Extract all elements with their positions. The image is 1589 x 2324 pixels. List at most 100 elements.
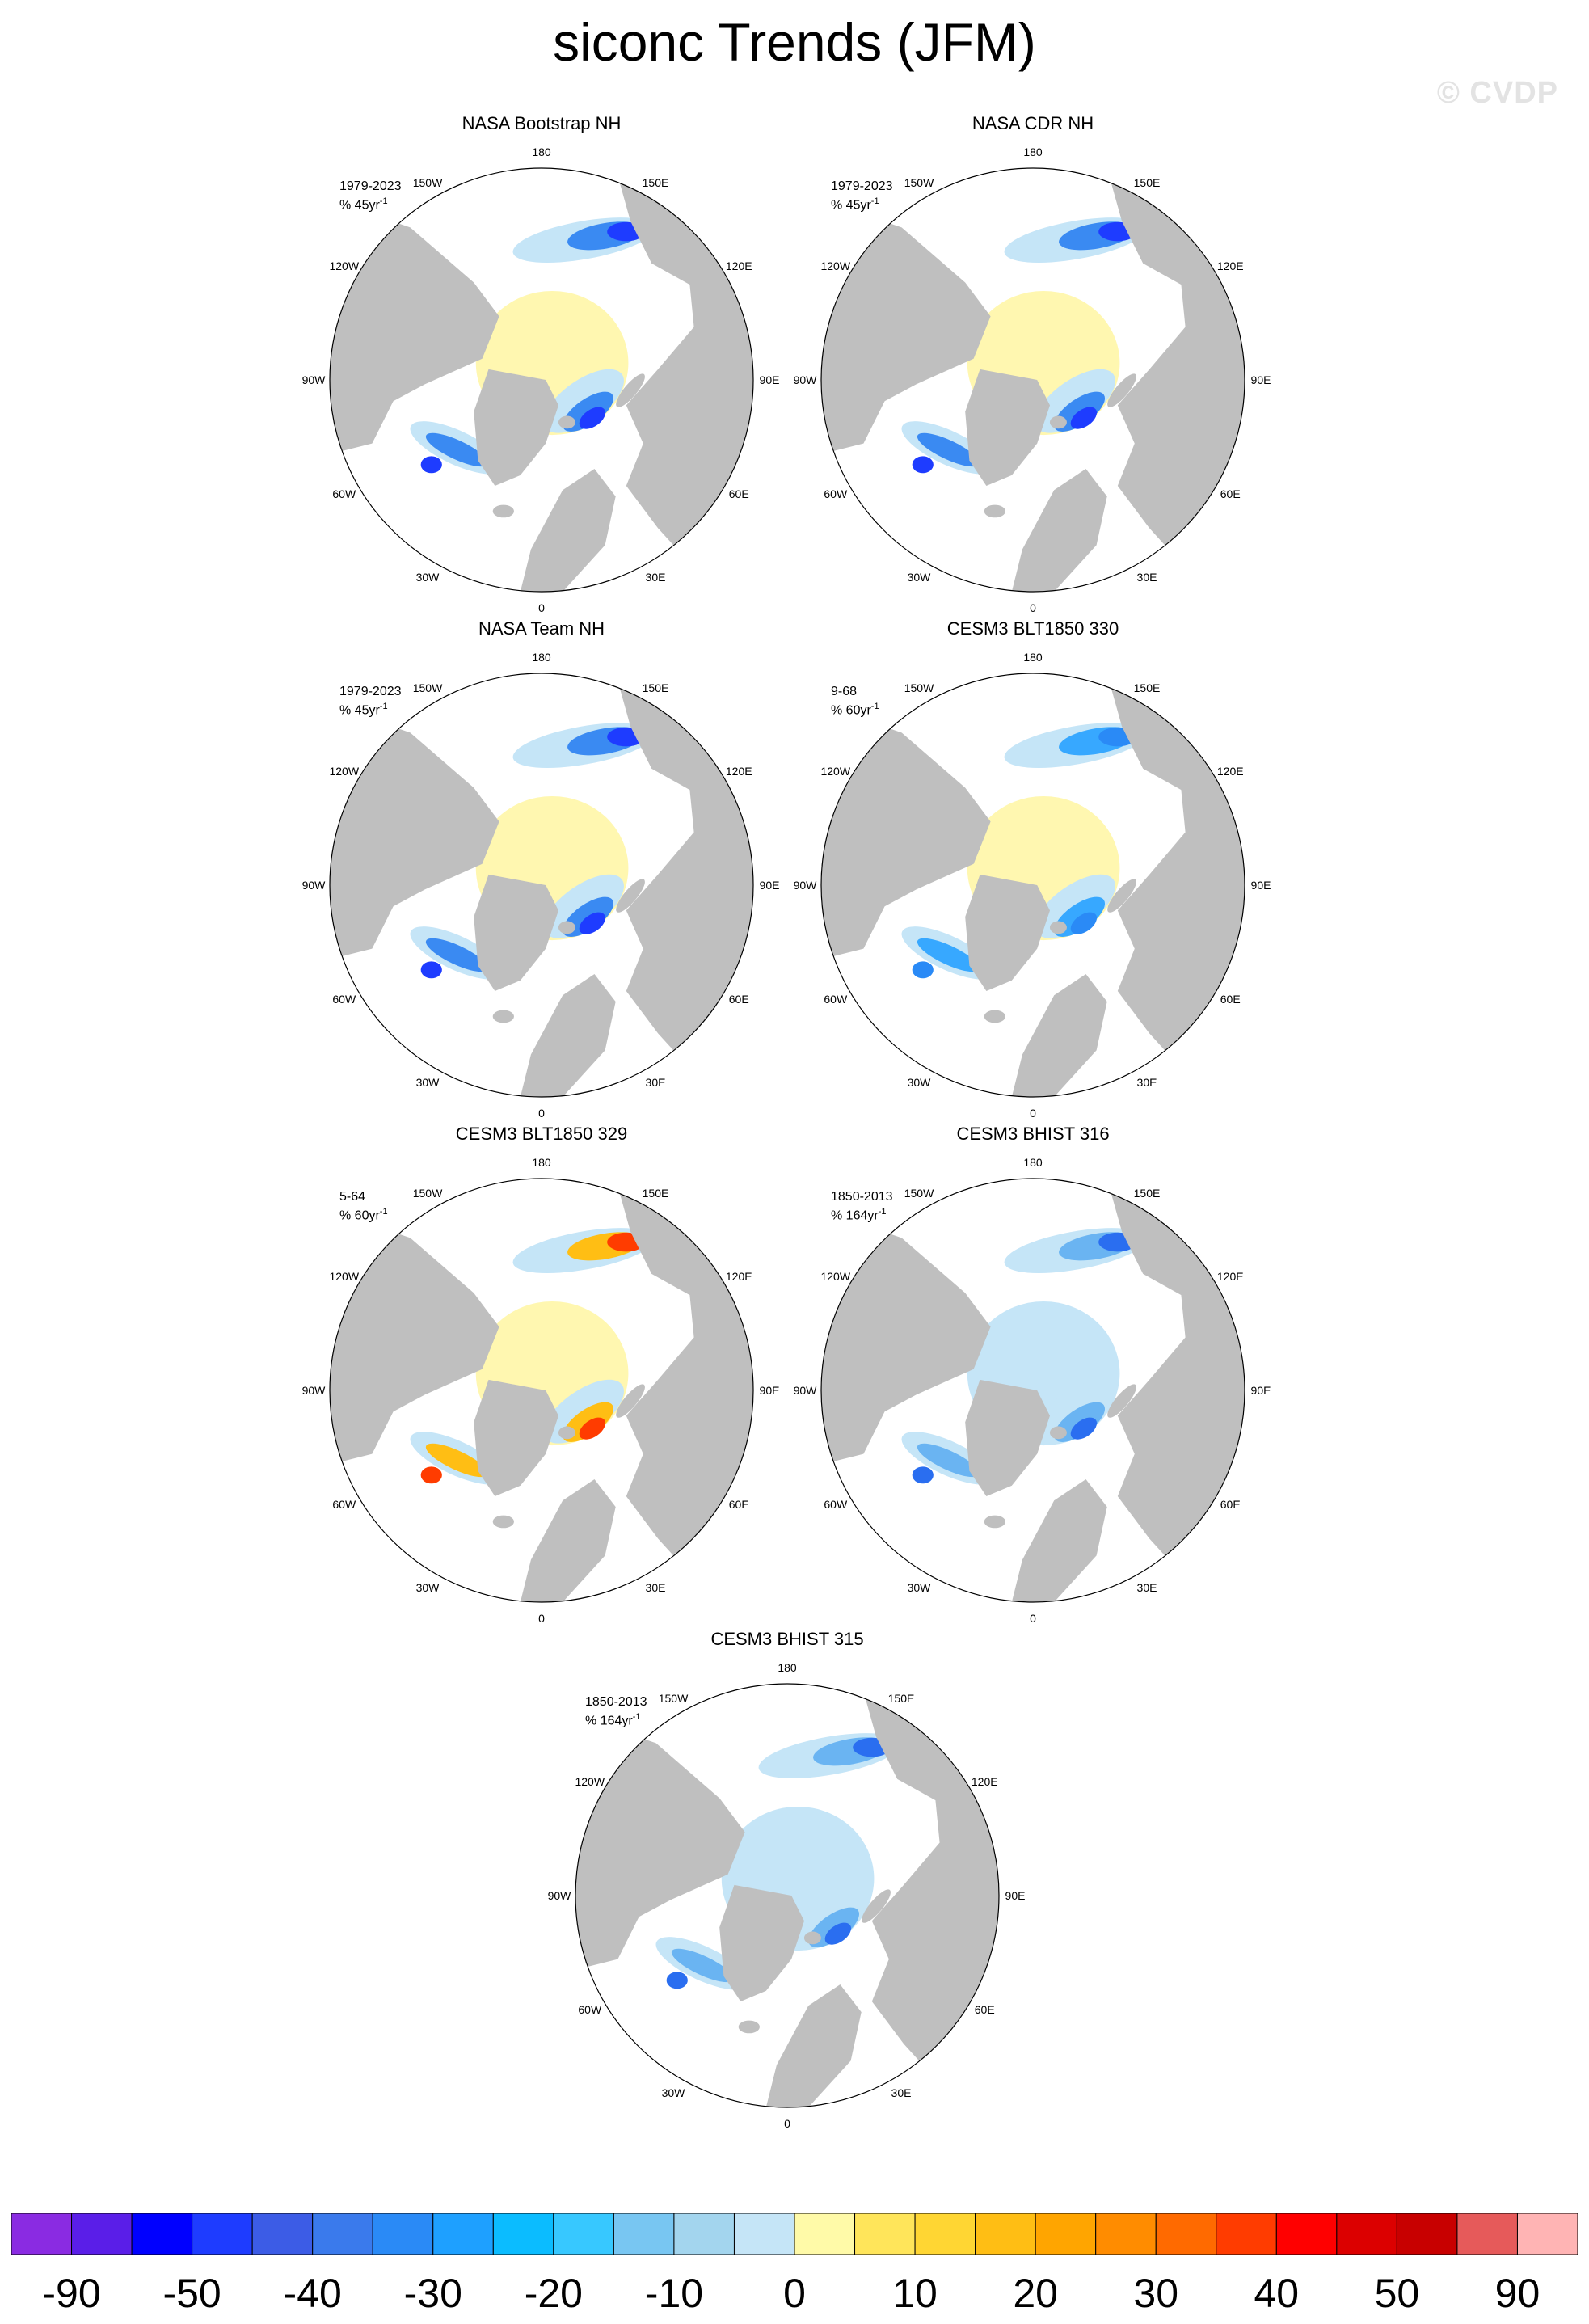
panel-title: NASA Team NH xyxy=(478,618,605,639)
longitude-label: 30W xyxy=(907,1581,931,1595)
colorbar-swatch xyxy=(794,2213,856,2255)
longitude-label: 30E xyxy=(645,1581,666,1595)
colorbar xyxy=(11,2213,1578,2255)
polar-stereographic-map xyxy=(329,1178,754,1603)
longitude-label: 180 xyxy=(1023,1156,1043,1169)
longitude-label: 60W xyxy=(332,1498,356,1511)
longitude-label: 120E xyxy=(1216,765,1244,778)
longitude-label: 120E xyxy=(971,1775,998,1788)
colorbar-swatch xyxy=(1456,2213,1518,2255)
trend-unit: % 60yr-1 xyxy=(339,1204,388,1223)
polar-map: 180 150E 120E 90E 60E 30E 0 30W 60W 90W 120W 150W 18… xyxy=(537,1653,1038,2146)
trend-info: 9-68% 60yr-1 xyxy=(831,685,879,718)
colorbar-tick-label: -10 xyxy=(644,2271,704,2316)
longitude-label: 90E xyxy=(1005,1889,1026,1902)
colorbar-swatch xyxy=(192,2213,253,2255)
longitude-label: 60E xyxy=(974,2003,995,2016)
longitude-label: 60W xyxy=(824,993,848,1006)
longitude-label: 120W xyxy=(329,765,360,778)
panel-title: CESM3 BLT1850 329 xyxy=(455,1124,628,1144)
colorbar-swatch xyxy=(492,2213,554,2255)
longitude-label: 60W xyxy=(824,487,848,500)
trend-unit-prefix: % 164yr xyxy=(831,1208,879,1223)
longitude-label: 90E xyxy=(1250,1384,1271,1397)
colorbar-tick-label: 10 xyxy=(892,2271,938,2316)
longitude-label: 150W xyxy=(412,175,443,189)
trend-info: 1979-2023% 45yr-1 xyxy=(339,685,402,718)
longitude-label: 90W xyxy=(793,879,817,892)
longitude-label: 0 xyxy=(1030,601,1036,614)
longitude-label: 30E xyxy=(891,2086,912,2100)
longitude-label: 180 xyxy=(532,1156,551,1169)
longitude-label: 150W xyxy=(412,1186,443,1200)
longitude-label: 120E xyxy=(1216,1270,1244,1283)
trend-info: 1850-2013% 164yr-1 xyxy=(585,1695,647,1728)
longitude-label: 0 xyxy=(1030,1612,1036,1625)
colorbar-swatch xyxy=(312,2213,373,2255)
longitude-label: 60E xyxy=(728,487,749,500)
longitude-label: 0 xyxy=(538,1107,545,1120)
trend-info: 5-64% 60yr-1 xyxy=(339,1190,388,1223)
trend-unit: % 45yr-1 xyxy=(339,699,402,718)
map-panel: CESM3 BLT1850 330 180 150E 120E 90E 60E 30E 0 30… xyxy=(782,618,1283,1136)
colorbar-swatch xyxy=(1035,2213,1097,2255)
longitude-label: 120W xyxy=(820,259,851,272)
longitude-label: 120E xyxy=(725,1270,752,1283)
trend-unit-prefix: % 45yr xyxy=(339,703,380,718)
trend-unit-exponent: -1 xyxy=(870,196,879,206)
longitude-label: 30W xyxy=(415,1581,440,1595)
trend-unit-exponent: -1 xyxy=(379,702,388,711)
colorbar-tick-label: 50 xyxy=(1374,2271,1420,2316)
panel-title: CESM3 BHIST 315 xyxy=(710,1629,864,1649)
colorbar-tick-label: -40 xyxy=(283,2271,342,2316)
map-panel: NASA Team NH 180 150E 120E 90E 60E 30E 0 30W 60W 9… xyxy=(291,618,792,1136)
watermark: © CVDP xyxy=(1436,76,1558,110)
polar-map: 180 150E 120E 90E 60E 30E 0 30W 60W 90W 120W 150W 5-… xyxy=(291,1148,792,1641)
colorbar-tick-label: 90 xyxy=(1494,2271,1541,2316)
trend-unit-prefix: % 60yr xyxy=(339,1208,380,1223)
longitude-label: 150E xyxy=(1133,175,1161,189)
longitude-label: 150W xyxy=(904,175,934,189)
colorbar-swatch xyxy=(673,2213,735,2255)
colorbar-swatch xyxy=(854,2213,916,2255)
longitude-label: 30W xyxy=(907,1076,931,1090)
trend-info: 1979-2023% 45yr-1 xyxy=(339,179,402,213)
longitude-label: 150E xyxy=(642,681,669,694)
colorbar-tick-label: -50 xyxy=(162,2271,221,2316)
colorbar-swatch xyxy=(1336,2213,1397,2255)
longitude-label: 0 xyxy=(538,601,545,614)
colorbar-swatch xyxy=(1275,2213,1338,2255)
polar-map: 180 150E 120E 90E 60E 30E 0 30W 60W 90W 120W 150W 9-… xyxy=(782,643,1283,1136)
longitude-label: 60E xyxy=(728,1498,749,1511)
longitude-label: 30W xyxy=(907,571,931,584)
longitude-label: 60E xyxy=(728,993,749,1006)
longitude-label: 180 xyxy=(778,1661,797,1674)
longitude-label: 120W xyxy=(329,1270,360,1283)
longitude-label: 90W xyxy=(547,1889,571,1902)
trend-unit-exponent: -1 xyxy=(632,1712,641,1722)
colorbar-swatch xyxy=(1216,2213,1277,2255)
longitude-label: 30W xyxy=(415,1076,440,1090)
polar-map: 180 150E 120E 90E 60E 30E 0 30W 60W 90W 120W 150W 19… xyxy=(291,137,792,631)
trend-period: 1850-2013 xyxy=(585,1695,647,1709)
longitude-label: 150W xyxy=(904,1186,934,1200)
longitude-label: 0 xyxy=(784,2117,790,2130)
trend-period: 5-64 xyxy=(339,1190,366,1204)
longitude-label: 90W xyxy=(793,1384,817,1397)
longitude-label: 150E xyxy=(1133,1186,1161,1200)
polar-stereographic-map xyxy=(329,673,754,1098)
colorbar-tick-label: -30 xyxy=(403,2271,462,2316)
longitude-label: 90E xyxy=(759,879,780,892)
longitude-label: 90W xyxy=(793,373,817,386)
longitude-label: 180 xyxy=(532,146,551,158)
map-panel: CESM3 BHIST 316 180 150E 120E 90E 60E 30E 0 30W 6… xyxy=(782,1124,1283,1641)
polar-stereographic-map xyxy=(820,167,1245,593)
longitude-label: 30E xyxy=(1136,1581,1157,1595)
longitude-label: 180 xyxy=(1023,651,1043,664)
map-panel: CESM3 BLT1850 329 180 150E 120E 90E 60E 30E 0 30… xyxy=(291,1124,792,1641)
longitude-label: 150E xyxy=(642,1186,669,1200)
longitude-label: 150E xyxy=(642,175,669,189)
trend-unit-exponent: -1 xyxy=(878,1207,887,1217)
longitude-label: 120W xyxy=(820,1270,851,1283)
panel-title: CESM3 BHIST 316 xyxy=(956,1124,1110,1144)
